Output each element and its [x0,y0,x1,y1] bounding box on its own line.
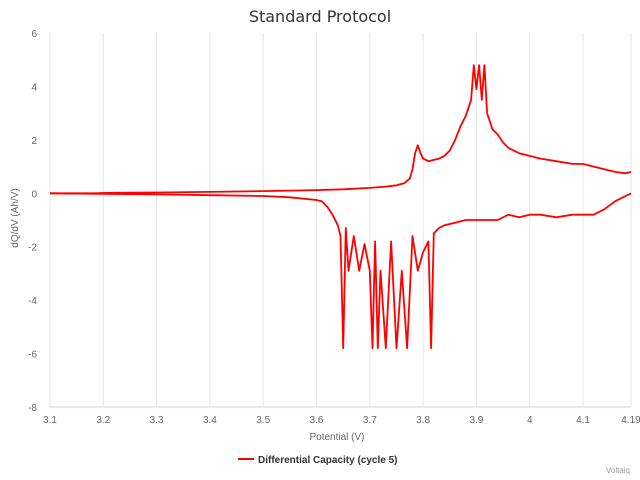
y-axis-label: dQ/dV (Ah/V) [10,188,21,247]
y-tick-label: -8 [28,403,37,414]
x-tick-label: 3.7 [363,415,377,426]
y-tick-labels: 6 4 2 0 -2 -4 -6 -8 [28,29,37,414]
x-tick-label: 4.1 [576,415,590,426]
x-tick-labels: 3.1 3.2 3.3 3.4 3.5 3.6 3.7 3.8 3.9 4 4.1 4.19 [43,415,640,426]
x-tick-label: 4.19 [621,415,640,426]
x-axis-label: Potential (V) [309,432,364,443]
grid-lines [49,33,632,408]
x-tick-label: 3.3 [150,415,164,426]
legend-label: Differential Capacity (cycle 5) [258,455,398,466]
series-group [49,64,632,350]
x-tick-label: 3.1 [43,415,57,426]
x-tick-label: 3.2 [96,415,110,426]
chart-title: Standard Protocol [249,7,391,26]
x-tick-label: 3.4 [203,415,217,426]
x-tick-label: 3.8 [416,415,430,426]
x-tick-label: 3.6 [310,415,324,426]
y-tick-label: -4 [28,296,37,307]
y-tick-label: 6 [31,29,37,40]
x-tick-label: 3.9 [469,415,483,426]
series-line-discharge [49,192,632,350]
series-line-charge [50,64,632,195]
chart-credit: Voltaiq [606,466,630,475]
y-tick-label: 0 [31,189,37,200]
y-tick-label: -6 [28,350,37,361]
x-tick-label: 4 [527,415,533,426]
y-tick-label: -2 [28,243,37,254]
y-tick-label: 4 [31,82,37,93]
x-tick-label: 3.5 [256,415,270,426]
y-tick-label: 2 [31,136,37,147]
legend[interactable]: Differential Capacity (cycle 5) [238,455,398,466]
